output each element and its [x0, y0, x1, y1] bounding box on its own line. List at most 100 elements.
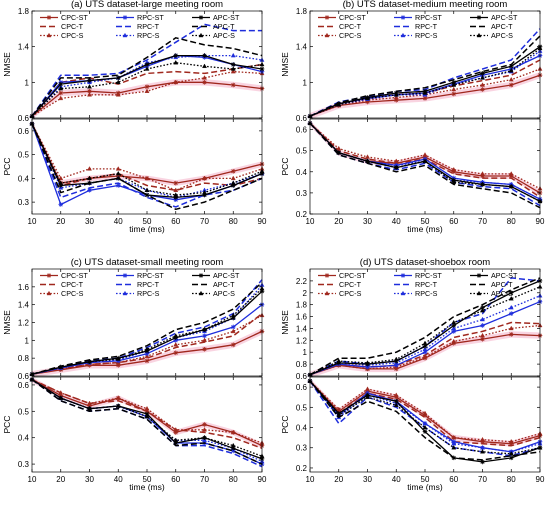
panel-0-xtick-label-5: 60: [171, 217, 180, 226]
panel-2-bottom-line-apc-s: [31, 379, 263, 457]
panel-1-bottom-point-apc-s-2: [365, 158, 370, 163]
panel-0-bottom-point-rpc-st-3: [115, 183, 121, 188]
panel-3-top-ylabel: NMSE: [280, 310, 290, 335]
panel-2-xtick-label-6: 70: [200, 475, 209, 484]
panel-3-bottom-point-apc-s-2: [365, 394, 370, 399]
panel-3-top-ytick-label-4: 1.4: [296, 324, 308, 333]
panel-1-bottom-ytick-label-0: 0.2: [296, 210, 308, 219]
panel-0-bottom-point-cpc-s-4: [144, 175, 150, 181]
panel-3-top-ytick-label-1: 0.8: [296, 360, 308, 369]
panel-1-bottom-point-cpc-s-6: [480, 171, 485, 176]
panel-3-legend-label-rpc-st: RPC-ST: [415, 271, 442, 280]
panel-0-legend-label-apc-s: APC-S: [213, 31, 235, 40]
panel-3-legend: CPC-ST RPC-ST APC-ST CPC-T RPC-T APC-T CPC-S RP…: [318, 271, 518, 298]
panel-2-bottom-point-cpc-s-3: [115, 395, 121, 400]
panel-2-top-point-rpc-st-7: [230, 324, 236, 330]
panel-0-bottom-point-apc-s-3: [115, 170, 121, 176]
panel-0-legend-marker-apc-st: [198, 15, 204, 20]
panel-2-legend-label-apc-st: APC-ST: [213, 271, 240, 280]
panel-1-top-point-apc-s-7: [508, 68, 514, 73]
panel-0-legend-label-rpc-st: RPC-ST: [137, 13, 164, 22]
panel-3-bottom-point-cpc-s-1: [336, 406, 342, 412]
panel-3-top-point-rpc-st-2: [365, 364, 370, 370]
panel-2-bottom-point-cpc-st-5: [173, 430, 179, 435]
panel-1-top-line-apc-t: [309, 35, 541, 117]
panel-1-top-ytick-label-3: 1.8: [296, 7, 308, 16]
panel-2-bottom-line-cpc-s: [31, 379, 263, 444]
panel-0-top-line-apc-t: [31, 37, 263, 117]
panel-3-top-point-apc-s-6: [480, 307, 485, 313]
panel-1-bottom-point-apc-s-6: [480, 181, 485, 187]
panel-1-bottom-point-cpc-s-2: [365, 154, 370, 159]
panel-3-bottom-point-cpc-st-3: [393, 394, 399, 400]
panel-0-top-point-apc-st-6: [202, 53, 207, 58]
panel-1-top-point-apc-st-6: [480, 71, 485, 76]
panel-0-bottom-axes: [31, 118, 263, 215]
panel-3-bottom-point-cpc-s-5: [451, 434, 457, 440]
panel-3-top-point-rpc-s-7: [508, 304, 514, 310]
panel-1-top-point-cpc-st-5: [451, 91, 457, 97]
panel-3-bottom-point-apc-s-6: [480, 449, 485, 454]
panel-0-bottom-ytick-label-2: 0.5: [18, 151, 30, 160]
panel-0-bottom-point-cpc-s-6: [202, 175, 207, 181]
panel-1-bottom-ytick-label-4: 0.6: [296, 126, 308, 135]
panel-3-xtick-label-7: 80: [507, 475, 516, 484]
panel-1-top-point-apc-s-5: [451, 82, 457, 87]
panel-0-top-point-apc-st-4: [144, 62, 150, 67]
panel-2-bottom-point-cpc-s-2: [87, 400, 92, 406]
panel-3-top-ytick-label-7: 2: [303, 289, 308, 298]
panel-1-bottom-ytick-label-3: 0.5: [296, 147, 308, 156]
panel-3-legend-label-cpc-t: CPC-T: [339, 280, 362, 289]
panel-0-bottom-line-rpc-s: [31, 123, 263, 199]
panel-2-xtick-label-4: 50: [143, 475, 152, 484]
panel-0-legend-label-rpc-t: RPC-T: [137, 22, 160, 31]
panel-0-bottom-point-cpc-s-7: [230, 175, 236, 181]
panel-3-bottom-point-apc-st-4: [422, 429, 428, 434]
panel-3-top-ytick-label-8: 2.2: [296, 277, 308, 286]
panel-1-top-point-apc-s-1: [336, 101, 342, 107]
panel-3-top-point-rpc-st-6: [480, 323, 485, 328]
panel-1-top-point-cpc-st-6: [480, 87, 485, 92]
panel-2-legend-marker-apc-s: [198, 290, 204, 296]
panel-1-legend-marker-cpc-s: [324, 32, 330, 38]
panel-2-xtick-label-0: 10: [28, 475, 37, 484]
panel-1-legend-label-cpc-t: CPC-T: [339, 22, 362, 31]
panel-1-xtick-label-7: 80: [507, 217, 516, 226]
panel-1-bottom-point-cpc-st-6: [480, 173, 485, 179]
panel-3-bottom-ytick-label-0: 0.2: [296, 464, 308, 473]
panel-0-title: (a) UTS dataset-large meeting room: [71, 0, 223, 10]
panel-3-xtick-label-1: 20: [334, 475, 343, 484]
panel-1-top-ylabel: NMSE: [280, 52, 290, 77]
panel-2-top-point-apc-s-3: [115, 356, 121, 361]
panel-3-top-point-cpc-st-3: [393, 366, 399, 372]
panel-3-legend-marker-cpc-s: [324, 290, 330, 296]
panel-3-top-point-apc-st-6: [480, 305, 485, 310]
panel-1-top-point-apc-st-7: [508, 63, 514, 69]
panel-1-top-point-apc-s-4: [422, 90, 428, 95]
panel-1-bottom-point-apc-s-4: [422, 158, 428, 163]
panel-1-legend: CPC-ST RPC-ST APC-ST CPC-T RPC-T APC-T CPC-S RP…: [318, 13, 518, 40]
panel-2-top-point-rpc-st-5: [173, 338, 179, 343]
panel-2-legend-label-cpc-t: CPC-T: [61, 280, 84, 289]
panel-3-bottom-point-apc-s-5: [451, 445, 457, 450]
panel-0-bottom-point-apc-st-6: [202, 192, 207, 198]
panel-3-bottom-line-apc-t: [309, 380, 541, 461]
panel-3-xtick-label-4: 50: [421, 475, 430, 484]
panel-1-bottom-ytick-label-1: 0.3: [296, 189, 308, 198]
panel-0-xtick-label-2: 30: [85, 217, 94, 226]
panel-2-bottom-axes: [31, 376, 263, 473]
panel-1-legend-marker-cpc-st: [324, 15, 330, 20]
panel-1-xtick-label-1: 20: [334, 217, 343, 226]
panel-0-bottom-point-apc-s-1: [58, 180, 64, 185]
panel-2-top-point-apc-s-4: [144, 346, 150, 351]
panel-1-top-point-apc-s-3: [393, 92, 399, 97]
panel-0-top-point-cpc-st-2: [87, 88, 92, 94]
panel-3-legend-label-rpc-s: RPC-S: [415, 289, 438, 298]
panel-3-xtick-label-5: 60: [449, 475, 458, 484]
panel-3-legend-marker-cpc-st: [324, 273, 330, 278]
panel-3-top-point-apc-s-4: [422, 340, 428, 346]
panel-2-legend-label-apc-s: APC-S: [213, 289, 235, 298]
panel-1-top-point-cpc-st-4: [422, 96, 428, 101]
panel-2-top-ytick-label-2: 1: [25, 336, 30, 345]
panel-0-top-point-cpc-s-6: [202, 75, 207, 80]
